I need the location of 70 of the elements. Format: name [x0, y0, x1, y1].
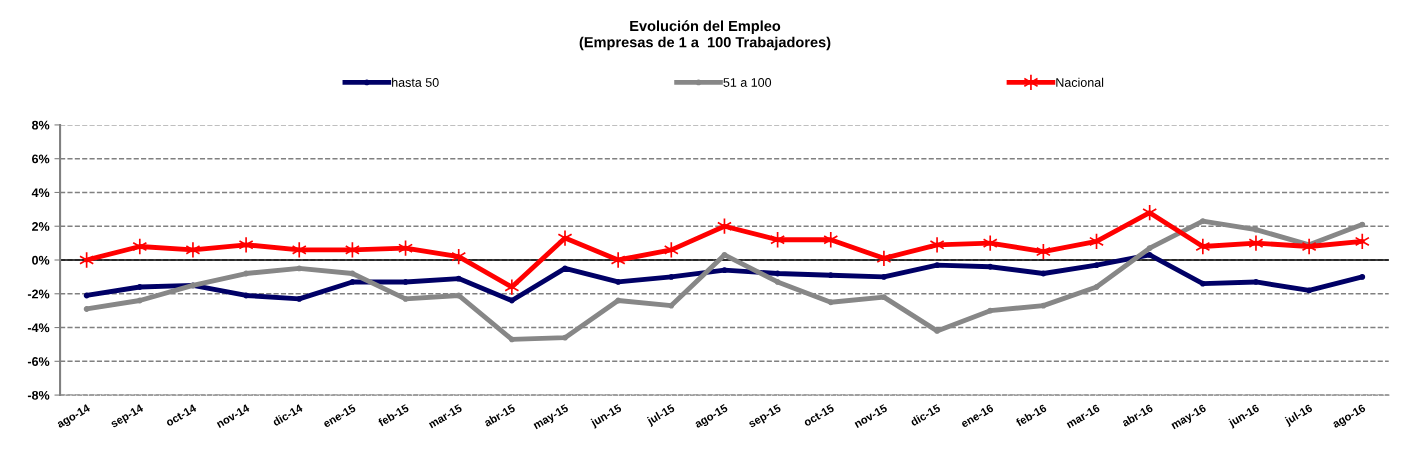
- point: [296, 295, 303, 302]
- point: [982, 234, 998, 252]
- legend-label: Nacional: [1056, 77, 1104, 87]
- point: [1040, 302, 1047, 309]
- point: [1142, 204, 1158, 222]
- y-tick-label: -8%: [27, 390, 50, 400]
- point: [83, 306, 90, 312]
- point: [243, 292, 250, 299]
- point: [1253, 226, 1259, 233]
- point: [402, 279, 409, 285]
- point: [876, 249, 892, 267]
- point: [1359, 221, 1366, 228]
- y-tick-label: 0%: [32, 255, 50, 265]
- point: [827, 299, 834, 306]
- point: [504, 278, 520, 296]
- point: [668, 273, 675, 280]
- point: [987, 263, 994, 270]
- point: [562, 334, 568, 341]
- point: [1093, 262, 1100, 268]
- point: [296, 265, 303, 272]
- point: [880, 273, 887, 280]
- point: [929, 236, 945, 254]
- point: [185, 241, 201, 259]
- point: [1199, 280, 1206, 287]
- point: [349, 270, 356, 277]
- point: [721, 267, 728, 274]
- y-tick-label: 2%: [32, 222, 50, 231]
- point: [934, 327, 940, 334]
- point: [663, 241, 679, 259]
- point: [402, 295, 409, 302]
- legend-label: hasta 50: [392, 77, 439, 87]
- point: [774, 279, 781, 285]
- point: [1195, 238, 1211, 255]
- point: [1253, 279, 1259, 285]
- point: [1359, 273, 1366, 280]
- point: [827, 272, 834, 279]
- point: [610, 251, 626, 269]
- point: [349, 279, 356, 285]
- point: [823, 231, 839, 249]
- point: [136, 297, 143, 304]
- point: [508, 336, 515, 343]
- point: [1199, 218, 1206, 225]
- point: [1354, 232, 1370, 250]
- y-tick-label: 6%: [32, 154, 50, 164]
- point: [508, 297, 515, 304]
- point: [451, 248, 467, 266]
- point: [132, 238, 148, 255]
- y-tick-label: 4%: [31, 188, 50, 198]
- point: [1248, 234, 1264, 252]
- point: [668, 302, 675, 309]
- y-tick-label: -4%: [27, 323, 50, 333]
- y-tick-label: -2%: [27, 289, 50, 299]
- point: [238, 236, 254, 254]
- point: [1301, 238, 1317, 255]
- point: [1093, 284, 1100, 290]
- point: [291, 241, 307, 259]
- point: [1040, 270, 1047, 277]
- point: [557, 229, 573, 247]
- point: [1146, 245, 1153, 252]
- legend-label: 51 a 100: [723, 78, 772, 87]
- point: [83, 292, 90, 299]
- y-tick-label: -6%: [27, 357, 50, 366]
- point: [934, 262, 940, 268]
- point: [987, 307, 994, 314]
- chart-title: Evolución del Empleo (Empresas de 1 a 100 Trabajadores): [579, 20, 831, 51]
- y-tick-label: 8%: [31, 120, 50, 130]
- point: [1146, 252, 1153, 258]
- point: [1306, 287, 1313, 294]
- point: [455, 275, 462, 282]
- point: [774, 270, 781, 277]
